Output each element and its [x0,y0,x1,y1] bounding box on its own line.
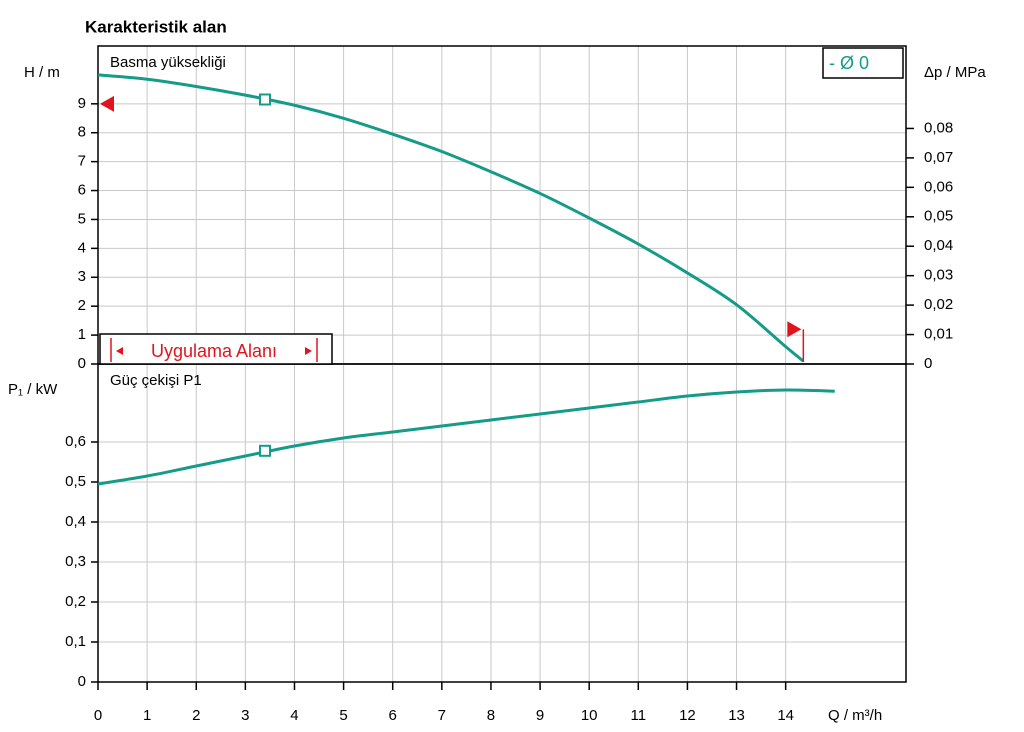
y2-tick-label: 0,07 [924,149,953,166]
range-arrow [116,347,123,355]
panel-label: Güç çekişi P1 [110,372,202,389]
y-tick-label: 0,4 [65,513,86,530]
range-arrow [305,347,312,355]
x-tick-label: 0 [94,707,102,724]
y2-tick-label: 0,05 [924,208,953,225]
y2-tick-label: 0,02 [924,296,953,313]
y2-tick-label: 0,08 [924,119,953,136]
y-tick-label: 9 [78,95,86,112]
x-tick-label: 5 [339,707,347,724]
panel-label: Basma yüksekliği [110,54,226,71]
limit-marker [100,95,114,112]
x-tick-label: 8 [487,707,495,724]
x-tick-label: 3 [241,707,249,724]
y-tick-label: 5 [78,210,86,227]
x-tick-label: 13 [728,707,745,724]
y-tick-label: 6 [78,182,86,199]
mark-layer [97,73,835,486]
y-tick-label: 1 [78,326,86,343]
y-axis-label: P₁ / kW [8,381,58,398]
y-tick-label: 0,1 [65,633,86,650]
y-tick-label: 0,2 [65,593,86,610]
x-tick-label: 11 [631,707,647,724]
plot-frame [97,45,907,365]
y-tick-label: 3 [78,268,86,285]
y-tick-label: 8 [78,124,86,141]
legend-entry: - Ø 0 [829,53,869,73]
y-tick-label: 0 [78,355,86,372]
y-tick-label: 4 [78,239,86,256]
x-tick-label: 12 [679,707,696,724]
y-tick-label: 0,3 [65,553,86,570]
series-line [97,388,835,486]
plot-frame [97,363,907,683]
x-tick-label: 4 [290,707,298,724]
y-tick-label: 0,5 [65,473,86,490]
y-tick-label: 2 [78,297,86,314]
x-tick-label: 9 [536,707,544,724]
y2-axis-label: Δp / MPa [924,64,986,81]
limit-marker [787,321,802,338]
x-axis-label: Q / m³/h [828,707,882,724]
legend-box [822,47,904,79]
y2-tick-label: 0,01 [924,326,953,343]
y2-tick-label: 0,06 [924,178,953,195]
operating-point [259,444,272,457]
grid-layer [91,45,914,690]
operating-point [259,93,272,106]
x-tick-label: 7 [438,707,446,724]
annotation-box [99,333,333,365]
series-line [97,73,805,363]
x-tick-label: 1 [143,707,151,724]
y-tick-label: 0,6 [65,433,86,450]
y2-tick-label: 0,04 [924,237,953,254]
y-axis-label: H / m [24,64,60,81]
x-tick-label: 10 [581,707,598,724]
y2-tick-label: 0 [924,355,932,372]
chart-title: Karakteristik alan [85,17,227,36]
x-tick-label: 2 [192,707,200,724]
x-tick-label: 6 [389,707,397,724]
y2-tick-label: 0,03 [924,267,953,284]
y-tick-label: 7 [78,153,86,170]
annotation: Uygulama Alanı [151,341,277,361]
x-tick-label: 14 [777,707,794,724]
y-tick-label: 0 [78,673,86,690]
